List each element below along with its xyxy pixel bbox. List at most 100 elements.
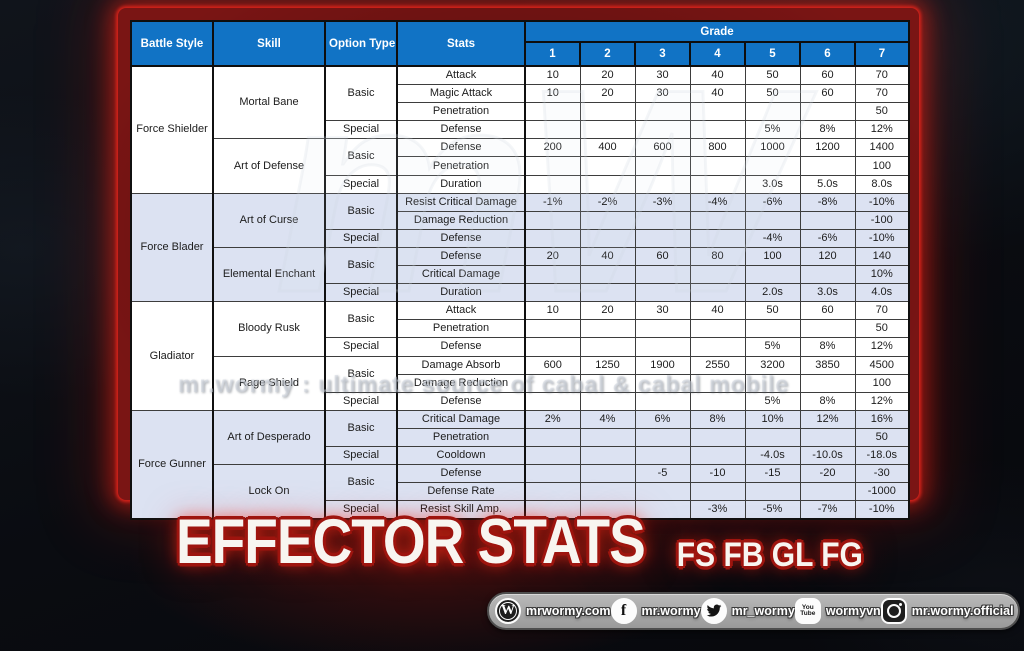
value-cell: 2550 [689, 355, 746, 375]
value-cell [634, 373, 691, 393]
value-cell [689, 120, 746, 140]
social-label-instagram: mr.wormy.official [911, 604, 1014, 618]
value-cell [689, 265, 746, 285]
option-type-cell: Special [324, 337, 398, 357]
value-cell: -18.0s [854, 445, 910, 466]
value-cell [744, 427, 801, 447]
value-cell [579, 337, 636, 357]
value-cell [579, 210, 636, 230]
social-link-instagram[interactable]: mr.wormy.official [880, 598, 1014, 624]
value-cell: -100 [854, 210, 910, 230]
stat-cell: Critical Damage [396, 409, 526, 429]
value-cell [579, 265, 636, 285]
social-link-twitter[interactable]: mr_wormy [700, 598, 795, 624]
value-cell: 5% [744, 120, 801, 140]
stat-cell: Resist Critical Damage [396, 192, 526, 212]
battle-style-cell: Gladiator [130, 301, 214, 411]
value-cell: 600 [524, 355, 581, 375]
wordpress-icon: W [495, 598, 521, 624]
value-cell [689, 319, 746, 339]
value-cell [579, 120, 636, 140]
effector-stats-table: Battle Style Skill Option Type Stats Gra… [130, 20, 911, 521]
value-cell: 16% [854, 409, 910, 429]
value-cell: 5% [744, 337, 801, 357]
stat-cell: Penetration [396, 319, 526, 339]
twitter-icon [700, 598, 727, 624]
value-cell: 10% [854, 265, 910, 285]
value-cell: 1900 [634, 355, 691, 375]
stat-cell: Resist Skill Amp. [396, 500, 526, 520]
option-type-cell: Special [324, 174, 398, 194]
value-cell: -4% [744, 228, 801, 248]
value-cell [524, 319, 581, 339]
stat-cell: Penetration [396, 102, 526, 122]
header-stats: Stats [396, 20, 526, 67]
value-cell [689, 337, 746, 357]
stat-cell: Magic Attack [396, 84, 526, 104]
stat-cell: Penetration [396, 427, 526, 447]
value-cell: 400 [579, 138, 636, 158]
value-cell: -5 [634, 464, 691, 484]
grade-col-header: 1 [524, 41, 581, 67]
value-cell [524, 373, 581, 393]
value-cell [634, 482, 691, 502]
value-cell [579, 373, 636, 393]
social-label-facebook: mr.wormy [641, 604, 701, 618]
value-cell: 8.0s [854, 174, 910, 194]
instagram-icon [880, 598, 907, 624]
stat-cell: Damage Reduction [396, 210, 526, 230]
value-cell: 30 [634, 301, 691, 321]
option-type-cell: Special [324, 500, 398, 520]
stat-cell: Defense [396, 391, 526, 411]
value-cell [524, 210, 581, 230]
value-cell: 40 [689, 84, 746, 104]
grade-col-header: 3 [634, 41, 691, 67]
value-cell: 8% [799, 120, 856, 140]
value-cell [524, 500, 581, 520]
value-cell: 100 [854, 373, 910, 393]
value-cell: 60 [799, 65, 856, 86]
stat-cell: Defense [396, 138, 526, 158]
value-cell: -30 [854, 464, 910, 484]
value-cell: 200 [524, 138, 581, 158]
value-cell [579, 319, 636, 339]
value-cell [524, 120, 581, 140]
value-cell [579, 391, 636, 411]
value-cell [524, 156, 581, 176]
value-cell: -8% [799, 192, 856, 212]
social-label-twitter: mr_wormy [731, 604, 795, 618]
value-cell: 12% [854, 391, 910, 411]
grade-col-header: 7 [853, 41, 911, 67]
option-type-cell: Special [324, 391, 398, 411]
header-grade: Grade [523, 20, 911, 43]
skill-cell: Lock On [212, 464, 326, 520]
value-cell: 30 [634, 84, 691, 104]
grade-col-header: 2 [579, 41, 636, 67]
value-cell [634, 228, 691, 248]
battle-style-cell: Force Blader [130, 192, 214, 303]
page-title: EFFECTOR STATS FS FB GL FG [176, 504, 863, 578]
social-link-facebook[interactable]: f mr.wormy [610, 598, 701, 624]
value-cell: 40 [689, 65, 746, 86]
value-cell: -6% [744, 192, 801, 212]
value-cell: 600 [634, 138, 691, 158]
value-cell: -10.0s [799, 445, 856, 466]
option-type-cell: Basic [324, 301, 398, 339]
social-link-youtube[interactable]: You Tube wormyvn [794, 598, 881, 624]
value-cell [799, 427, 856, 447]
value-cell [524, 174, 581, 194]
value-cell: 10 [524, 84, 581, 104]
value-cell: 40 [689, 301, 746, 321]
facebook-icon: f [610, 598, 637, 624]
stat-cell: Damage Reduction [396, 373, 526, 393]
stat-cell: Duration [396, 283, 526, 303]
value-cell [689, 283, 746, 303]
value-cell [634, 445, 691, 466]
value-cell [744, 482, 801, 502]
value-cell [634, 120, 691, 140]
value-cell [689, 228, 746, 248]
value-cell [634, 391, 691, 411]
value-cell [524, 283, 581, 303]
social-link-wordpress[interactable]: W mrwormy.com [495, 598, 611, 624]
